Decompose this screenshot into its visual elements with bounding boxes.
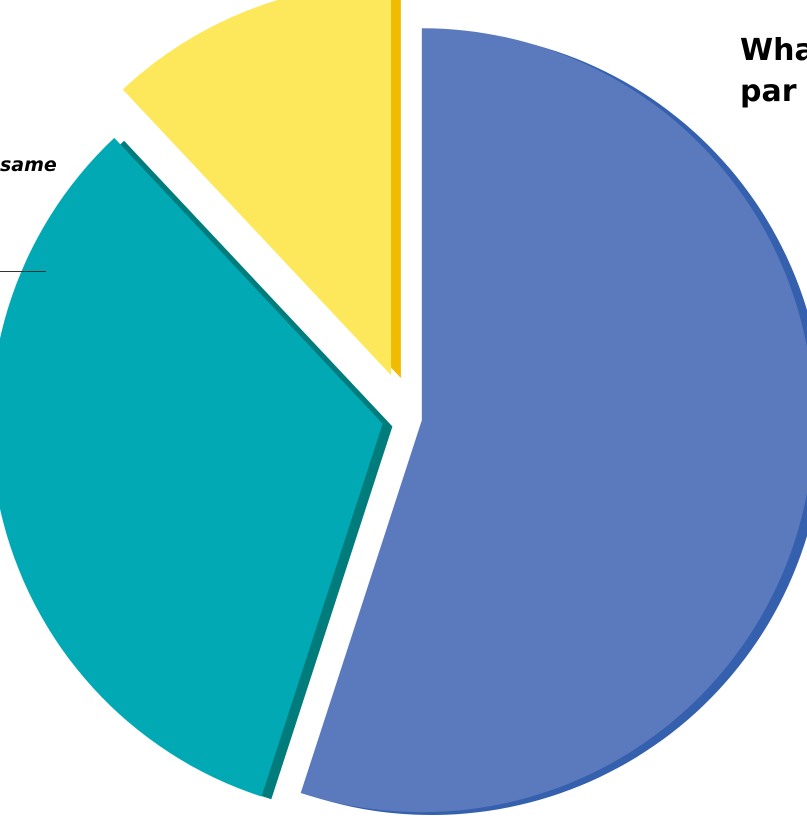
pie-slice-1	[300, 28, 807, 813]
chart-title: Wha par	[740, 30, 807, 112]
slice-annotation-label: same	[0, 154, 57, 176]
pie-slice-3	[122, 0, 392, 376]
chart-title-line-1: Wha	[740, 33, 807, 68]
annotation-leader-line	[0, 271, 46, 272]
chart-title-line-2: par	[740, 74, 797, 109]
pie-slice-2	[0, 137, 383, 797]
